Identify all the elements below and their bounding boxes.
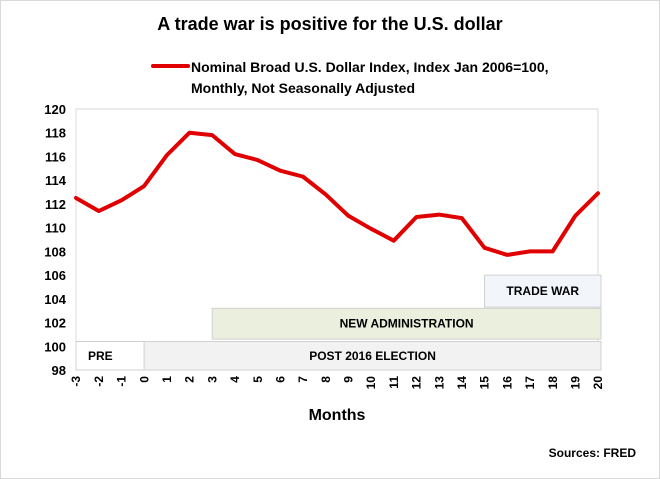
x-tick-label: 5 <box>251 376 265 383</box>
x-tick-label: 10 <box>364 376 378 390</box>
annotation-box-trade-war <box>484 274 602 308</box>
x-tick-label: 1 <box>160 376 174 383</box>
x-axis-title: Months <box>309 407 366 424</box>
x-tick-label: 9 <box>342 376 356 383</box>
chart-title: A trade war is positive for the U.S. dol… <box>157 14 503 34</box>
x-tick-label: -1 <box>115 376 129 387</box>
x-tick-label: 3 <box>205 376 219 383</box>
y-tick-label: 118 <box>45 126 66 141</box>
annotation-label-trade-war: TRADE WAR <box>506 284 579 298</box>
y-tick-label: 104 <box>44 292 66 307</box>
x-tick-label: 4 <box>228 376 242 383</box>
x-tick-label: 13 <box>432 376 446 390</box>
annotation-label-post-2016-election: POST 2016 ELECTION <box>309 349 436 363</box>
x-tick-label: 6 <box>273 376 287 383</box>
x-tick-label: 7 <box>296 376 310 383</box>
x-tick-label: -2 <box>92 376 106 387</box>
x-tick-label: 18 <box>546 376 560 390</box>
x-tick-label: 16 <box>500 376 514 390</box>
y-tick-label: 110 <box>45 221 66 236</box>
annotation-box-new-administration <box>211 307 602 340</box>
x-tick-label: 11 <box>387 376 401 389</box>
y-tick-label: 114 <box>45 173 67 188</box>
y-tick-label: 120 <box>44 102 66 117</box>
x-tick-label: 19 <box>569 376 583 390</box>
x-tick-label: 2 <box>183 376 197 383</box>
y-tick-label: 112 <box>45 197 66 212</box>
x-tick-label: 17 <box>523 376 537 390</box>
x-tick-label: 8 <box>319 376 333 383</box>
legend-label-line-2: Monthly, Not Seasonally Adjusted <box>191 80 416 96</box>
x-tick-label: 0 <box>137 376 151 383</box>
y-tick-label: 98 <box>52 363 66 378</box>
x-tick-label: -3 <box>69 376 83 387</box>
series-line <box>74 130 600 257</box>
y-tick-label: 108 <box>44 244 66 259</box>
legend-label: Nominal Broad U.S. Dollar Index, Index J… <box>191 57 549 99</box>
x-tick-label: 12 <box>410 376 424 390</box>
sources-note: Sources: FRED <box>548 446 636 460</box>
x-tick-label: 15 <box>478 376 492 390</box>
annotation-box-post-2016-election <box>143 341 602 371</box>
annotation-box-pre <box>75 341 148 371</box>
legend-label-line-1: Nominal Broad U.S. Dollar Index, Index J… <box>191 59 549 75</box>
y-tick-label: 100 <box>44 339 66 354</box>
y-tick-label: 116 <box>45 149 66 164</box>
annotation-label-pre: PRE <box>88 349 113 363</box>
x-tick-label: 14 <box>455 376 469 390</box>
annotation-label-new-administration: NEW ADMINISTRATION <box>340 317 474 331</box>
x-tick-label: 20 <box>591 376 605 390</box>
y-tick-label: 102 <box>44 316 66 331</box>
y-tick-label: 106 <box>44 268 66 283</box>
